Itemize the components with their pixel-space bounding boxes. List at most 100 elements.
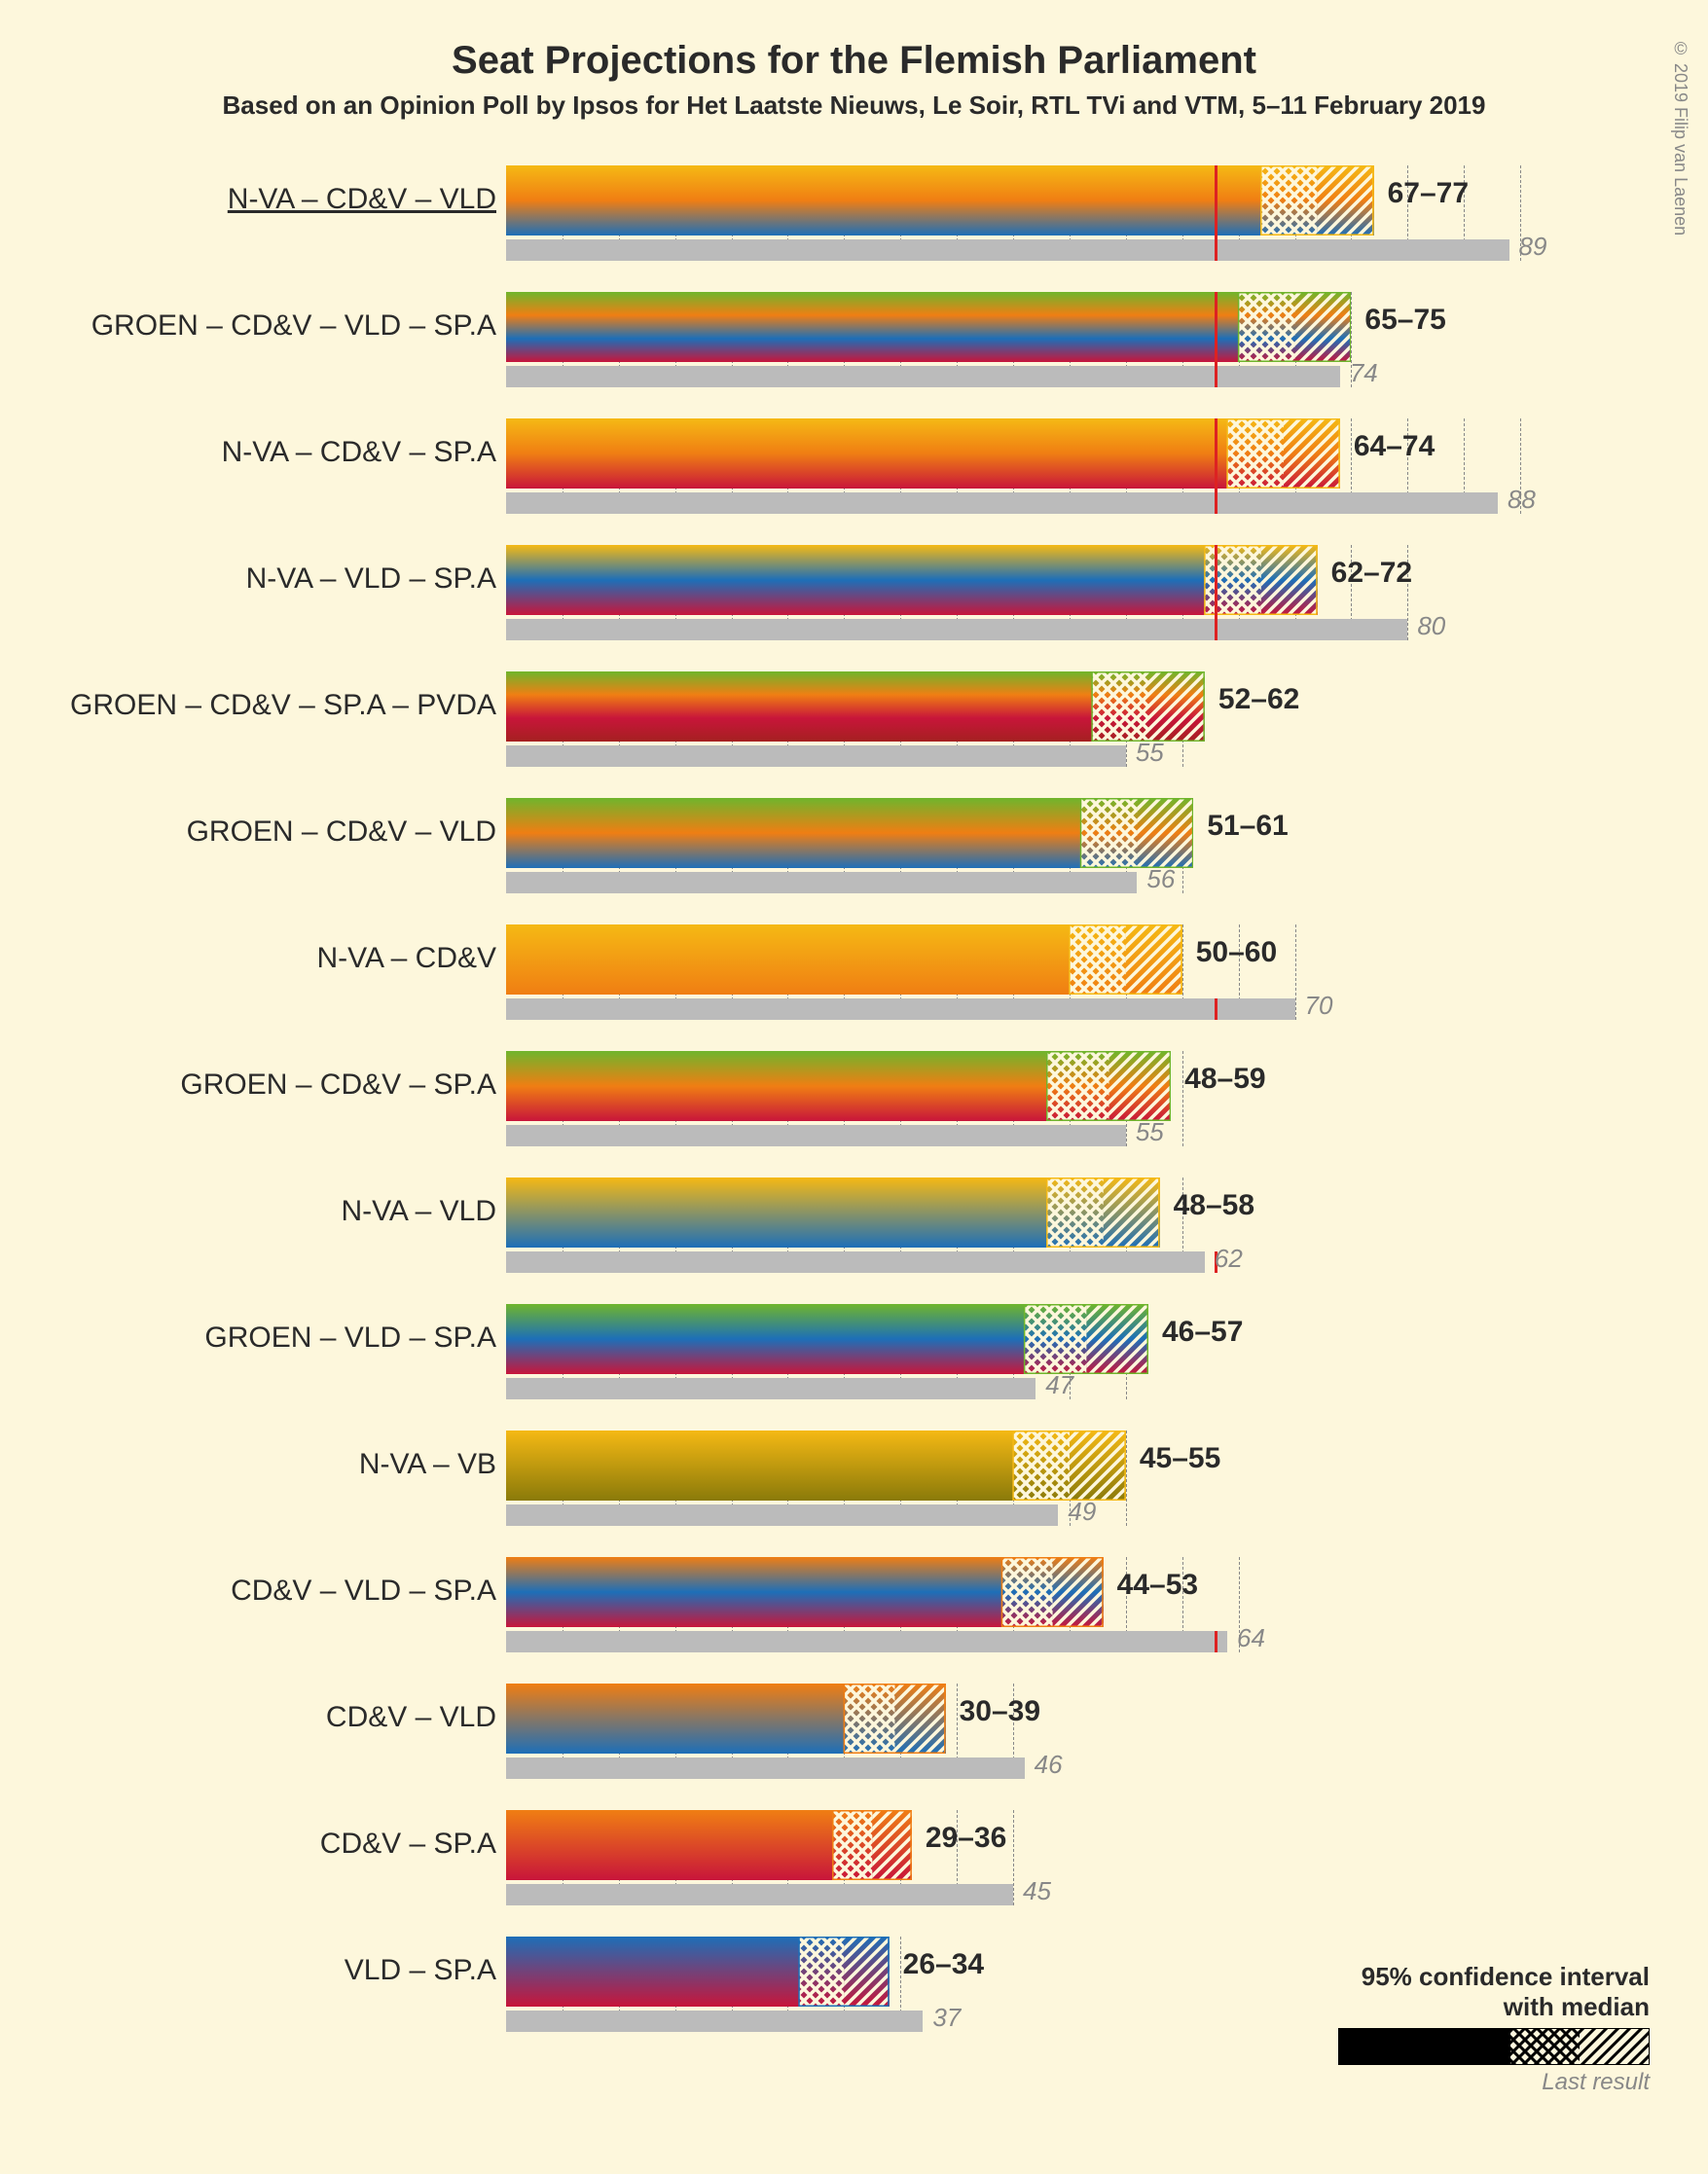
confidence-interval-icon: [506, 798, 1193, 868]
coalition-label: GROEN – CD&V – SP.A: [180, 1069, 496, 1102]
plot-area: 65–7574: [506, 276, 1577, 403]
last-result-bar: [506, 1125, 1126, 1146]
coalition-label: GROEN – CD&V – VLD: [187, 815, 496, 849]
last-result-label: 74: [1350, 358, 1378, 388]
coalition-row: N-VA – VLD – SP.A 62–7280: [78, 529, 1596, 656]
plot-area: 64–74 88: [506, 403, 1577, 529]
last-result-bar: [506, 1757, 1025, 1779]
plot-area: 62–7280: [506, 529, 1577, 656]
last-result-label: 55: [1136, 1117, 1164, 1147]
confidence-interval-icon: [506, 165, 1374, 236]
last-result-label: 45: [1023, 1876, 1051, 1906]
last-result-label: 47: [1045, 1370, 1073, 1400]
range-label: 45–55: [1140, 1442, 1220, 1475]
last-result-label: 37: [932, 2003, 961, 2033]
plot-area: 44–5364: [506, 1541, 1577, 1668]
grid-line: [1126, 1431, 1127, 1526]
grid-line: [1295, 924, 1296, 1020]
majority-line: [1215, 165, 1217, 261]
confidence-interval-icon: [506, 671, 1205, 742]
coalition-row: GROEN – CD&V – SP.A – PVDA52–6255: [78, 656, 1596, 782]
confidence-interval-icon: [506, 1051, 1171, 1121]
coalition-row: GROEN – VLD – SP.A 46–5747: [78, 1288, 1596, 1415]
range-label: 44–53: [1117, 1569, 1198, 1602]
coalition-label: N-VA – CD&V – VLD: [228, 183, 496, 216]
coalition-label: N-VA – VLD: [341, 1195, 496, 1228]
range-label: 64–74: [1354, 430, 1435, 463]
legend: 95% confidence interval with median Last…: [1338, 1962, 1650, 2096]
range-label: 29–36: [926, 1822, 1006, 1855]
coalition-row: N-VA – VLD 48–58 62: [78, 1162, 1596, 1288]
chart-title: Seat Projections for the Flemish Parliam…: [0, 0, 1708, 83]
plot-area: 67–7789: [506, 150, 1577, 276]
range-label: 48–59: [1184, 1063, 1265, 1096]
plot-area: 48–58 62: [506, 1162, 1577, 1288]
confidence-interval-icon: [506, 1557, 1104, 1627]
last-result-bar: [506, 2011, 923, 2032]
coalition-label: N-VA – CD&V: [317, 942, 497, 975]
grid-line: [1182, 1051, 1183, 1146]
plot-area: 29–36 45: [506, 1794, 1577, 1921]
coalition-row: CD&V – SP.A 29–36 45: [78, 1794, 1596, 1921]
chart-area: N-VA – CD&V – VLD 67–7789 GROEN – CD&V – V…: [78, 150, 1596, 2047]
coalition-label: GROEN – CD&V – VLD – SP.A: [91, 309, 496, 343]
last-result-label: 88: [1508, 485, 1536, 515]
last-result-bar: [506, 998, 1295, 1020]
grid-line: [1013, 1810, 1014, 1905]
range-label: 48–58: [1174, 1189, 1254, 1222]
last-result-label: 80: [1417, 611, 1445, 641]
legend-line2: with median: [1338, 1992, 1650, 2022]
range-label: 62–72: [1331, 557, 1412, 590]
plot-area: 51–6156: [506, 782, 1577, 909]
last-result-bar: [506, 1251, 1205, 1273]
coalition-row: CD&V – VLD30–3946: [78, 1668, 1596, 1794]
last-result-bar: [506, 745, 1126, 767]
coalition-row: CD&V – VLD – SP.A 44–5364: [78, 1541, 1596, 1668]
range-label: 26–34: [903, 1948, 984, 1981]
legend-hatch-icon: [1338, 2028, 1650, 2065]
confidence-interval-icon: [506, 545, 1318, 615]
last-result-bar: [506, 872, 1137, 893]
coalition-label: VLD – SP.A: [345, 1954, 496, 1987]
coalition-label: CD&V – SP.A: [320, 1828, 496, 1861]
coalition-row: N-VA – CD&V – VLD 67–7789: [78, 150, 1596, 276]
coalition-row: N-VA – CD&V – SP.A 64–74 88: [78, 403, 1596, 529]
confidence-interval-icon: [506, 292, 1351, 362]
confidence-interval-icon: [506, 1810, 912, 1880]
last-result-bar: [506, 239, 1509, 261]
coalition-row: GROEN – CD&V – SP.A 48–59 55: [78, 1035, 1596, 1162]
confidence-interval-icon: [506, 1178, 1160, 1248]
chart-subtitle: Based on an Opinion Poll by Ipsos for He…: [0, 83, 1708, 150]
coalition-label: N-VA – CD&V – SP.A: [222, 436, 496, 469]
last-result-label: 70: [1305, 991, 1333, 1021]
copyright-text: © 2019 Filip van Laenen: [1670, 39, 1690, 236]
last-result-label: 62: [1215, 1244, 1243, 1274]
coalition-row: N-VA – VB45–5549: [78, 1415, 1596, 1541]
coalition-row: GROEN – CD&V – VLD 51–6156: [78, 782, 1596, 909]
plot-area: 45–5549: [506, 1415, 1577, 1541]
confidence-interval-icon: [506, 1937, 890, 2007]
range-label: 51–61: [1207, 810, 1288, 843]
plot-area: 46–5747: [506, 1288, 1577, 1415]
last-result-label: 46: [1035, 1750, 1063, 1780]
last-result-bar: [506, 492, 1498, 514]
last-result-bar: [506, 1631, 1227, 1652]
legend-bar: [1338, 2028, 1650, 2065]
confidence-interval-icon: [506, 924, 1182, 995]
last-result-bar: [506, 1504, 1058, 1526]
majority-line: [1215, 292, 1217, 387]
majority-line: [1215, 545, 1217, 640]
plot-area: 48–59 55: [506, 1035, 1577, 1162]
majority-line: [1215, 418, 1217, 514]
coalition-label: N-VA – VLD – SP.A: [246, 562, 496, 596]
confidence-interval-icon: [506, 1431, 1126, 1501]
plot-area: 50–60 70: [506, 909, 1577, 1035]
coalition-label: CD&V – VLD – SP.A: [231, 1575, 496, 1608]
confidence-interval-icon: [506, 1304, 1148, 1374]
range-label: 50–60: [1196, 936, 1277, 969]
coalition-row: N-VA – CD&V 50–60 70: [78, 909, 1596, 1035]
majority-line: [1215, 1631, 1217, 1652]
plot-area: 30–3946: [506, 1668, 1577, 1794]
coalition-label: GROEN – CD&V – SP.A – PVDA: [70, 689, 496, 722]
coalition-label: GROEN – VLD – SP.A: [204, 1322, 496, 1355]
